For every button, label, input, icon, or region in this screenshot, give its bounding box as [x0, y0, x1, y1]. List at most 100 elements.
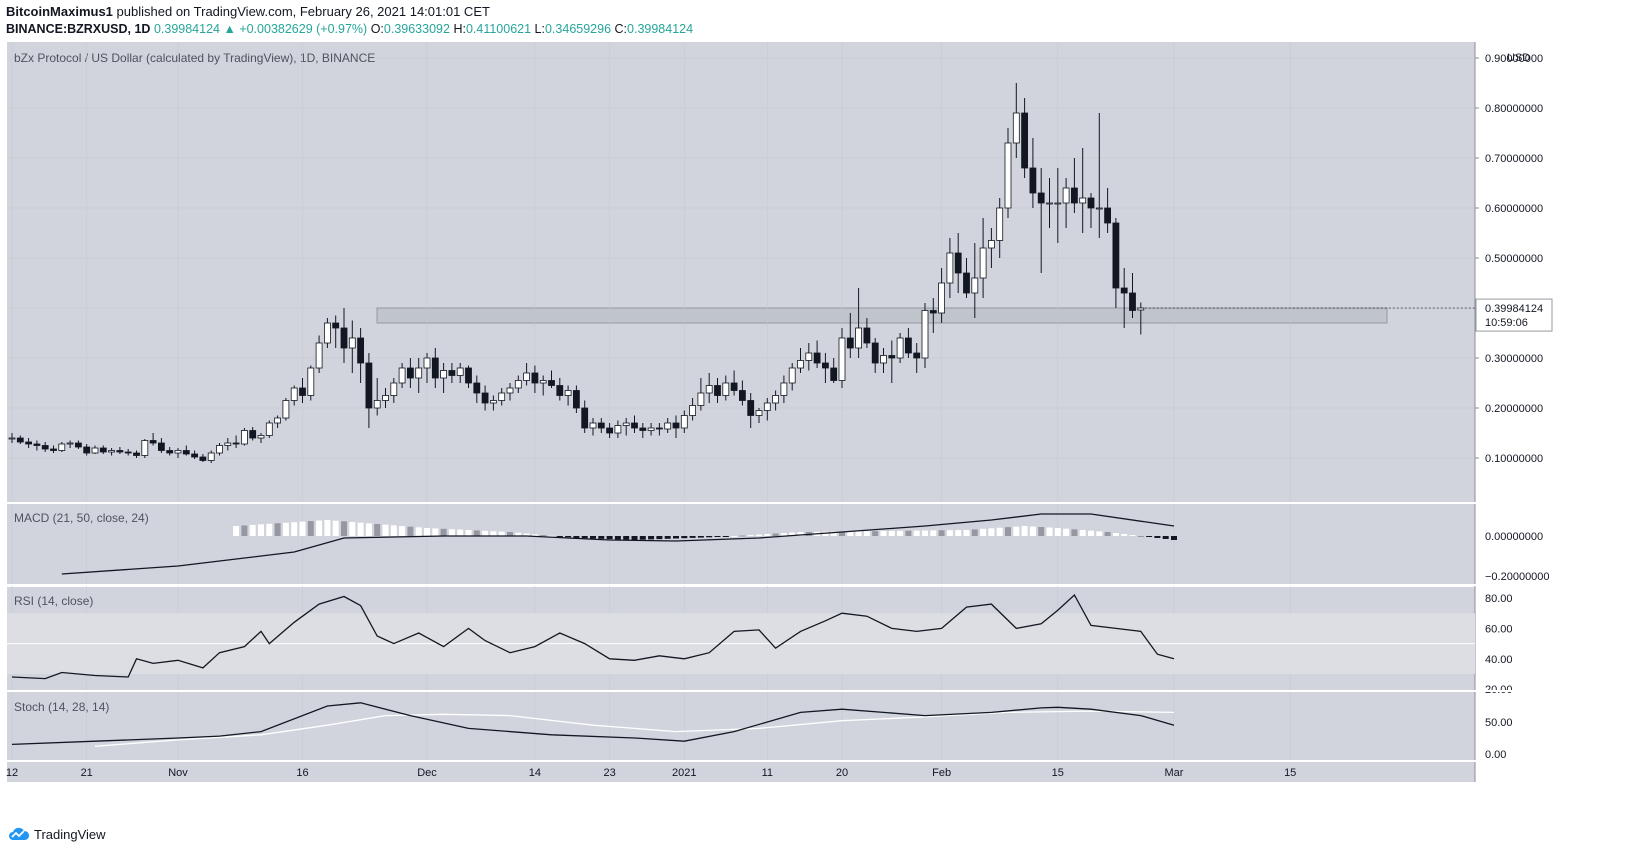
time-tick-label: 15 [1052, 767, 1064, 779]
time-tick-label: 20 [836, 767, 848, 779]
candle-body [481, 392, 489, 404]
macd-bar [1071, 529, 1078, 536]
candle-body [996, 207, 1004, 241]
macd-bar [424, 528, 430, 536]
stoch-tick-label: 50.00 [1485, 717, 1513, 729]
candle-body [539, 380, 547, 384]
candle-body [830, 367, 838, 381]
macd-bar [656, 536, 663, 540]
candle-body [133, 452, 140, 456]
macd-bar [648, 536, 655, 540]
currency-label: USD [1507, 52, 1530, 64]
price-tick-label: 0.20000000 [1485, 403, 1543, 415]
macd-bar [731, 536, 738, 537]
candle-body [116, 450, 124, 453]
macd-bar [930, 530, 937, 536]
macd-bar [1121, 534, 1128, 536]
candle-body [99, 447, 107, 453]
price-tick-label: 0.50000000 [1485, 253, 1543, 265]
candle-body [631, 422, 638, 429]
candle-body [813, 352, 821, 364]
macd-bar [448, 529, 455, 536]
candle-body [50, 448, 57, 451]
low-label: L: [534, 22, 545, 36]
candle-body [489, 400, 497, 404]
candle-body [788, 367, 796, 384]
macd-bar [756, 534, 762, 536]
candle-body [514, 380, 522, 389]
candle-body [656, 427, 663, 430]
candle-body [846, 337, 854, 349]
candle-body [373, 400, 381, 409]
macd-bar [1112, 533, 1119, 536]
time-tick-label: 15 [1284, 767, 1296, 779]
macd-bar [465, 530, 472, 536]
candle-body [357, 337, 365, 364]
rsi-tick-label: 80.00 [1485, 593, 1513, 605]
macd-bar [282, 522, 289, 536]
candle-body [382, 395, 389, 401]
price-change: +0.00382629 (+0.97%) [239, 22, 368, 36]
publish-info: published on TradingView.com, February 2… [116, 4, 490, 19]
macd-bar [1137, 536, 1144, 537]
candle-body [689, 405, 696, 416]
candle-body [282, 400, 290, 419]
macd-bar [797, 532, 804, 536]
macd-bar [955, 530, 962, 536]
macd-bar [324, 520, 331, 536]
macd-bar [789, 532, 796, 536]
author-name[interactable]: BitcoinMaximus1 [6, 4, 113, 19]
candle-body [307, 367, 315, 396]
macd-bar [498, 531, 505, 536]
macd-bar [1013, 526, 1020, 536]
macd-bar [747, 535, 754, 536]
candle-body [730, 382, 738, 391]
macd-bar [440, 528, 447, 536]
macd-bar [673, 536, 679, 539]
candle-body [905, 337, 912, 354]
macd-bar [274, 523, 281, 536]
macd-bar [880, 531, 887, 536]
candle-body [772, 395, 779, 404]
candle-body [614, 425, 622, 434]
tradingview-logo[interactable]: TradingView [8, 825, 106, 843]
macd-label: MACD (21, 50, close, 24) [14, 511, 149, 525]
candle-body [124, 451, 132, 454]
macd-bar [374, 524, 381, 536]
chart-title: bZx Protocol / US Dollar (calculated by … [14, 51, 375, 65]
candle-body [963, 272, 970, 294]
macd-bar [855, 531, 862, 536]
time-tick-label: 11 [762, 767, 773, 779]
macd-bar [531, 534, 538, 536]
candle-body [697, 392, 705, 406]
macd-bar [365, 523, 372, 536]
candle-body [1095, 207, 1103, 210]
candle-body [25, 441, 33, 445]
candle-body [581, 407, 589, 429]
candle-body [332, 322, 340, 329]
macd-bar [299, 521, 306, 536]
candle-body [323, 322, 331, 344]
candle-body [448, 370, 456, 376]
candle-body [83, 446, 91, 454]
candle-body [1137, 307, 1145, 311]
macd-bar [913, 530, 920, 536]
candle-body [1021, 112, 1028, 169]
candle-body [938, 282, 945, 314]
candle-body [556, 385, 564, 396]
tradingview-brand: TradingView [34, 826, 106, 842]
candle-body [224, 442, 232, 446]
candle-body [199, 456, 207, 461]
macd-bar [888, 530, 895, 536]
candle-body [739, 390, 746, 401]
macd-bar [1129, 535, 1136, 536]
macd-bar [266, 523, 273, 536]
candle-body [431, 357, 439, 379]
high-value: 0.41100621 [465, 22, 532, 36]
macd-bar [971, 529, 978, 536]
macd-bar [772, 533, 779, 536]
candle-body [1012, 112, 1020, 144]
candle-body [157, 442, 165, 451]
time-tick-label: Feb [932, 767, 951, 779]
